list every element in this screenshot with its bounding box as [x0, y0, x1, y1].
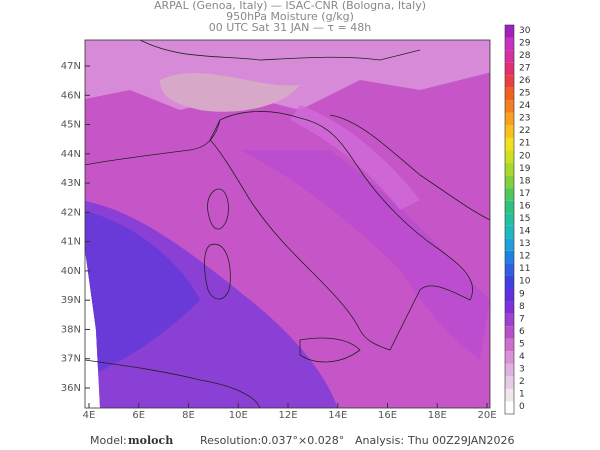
- colorbar-swatch: [505, 62, 514, 76]
- colorbar-swatch: [505, 137, 514, 151]
- lon-label: 8E: [182, 410, 195, 421]
- colorbar-label: 4: [519, 352, 525, 362]
- colorbar-label: 6: [519, 327, 525, 337]
- colorbar-swatch: [505, 238, 514, 251]
- colorbar-label: 26: [519, 76, 531, 86]
- colorbar-label: 29: [519, 38, 531, 48]
- colorbar-swatch: [505, 301, 514, 314]
- lat-label: 41N: [61, 237, 81, 248]
- footer-value: 0.037°×0.028°: [261, 434, 344, 447]
- colorbar-swatch: [505, 25, 514, 38]
- colorbar-swatch: [505, 363, 514, 377]
- colorbar-label: 1: [519, 390, 525, 400]
- lon-label: 4E: [83, 410, 96, 421]
- colorbar-frame: [504, 24, 515, 415]
- colorbar-swatch: [505, 388, 514, 402]
- colorbar-label: 25: [519, 89, 530, 99]
- lon-label: 10E: [229, 410, 248, 421]
- colorbar-label: 0: [519, 402, 525, 412]
- header-line: 00 UTC Sat 31 JAN — τ = 48h: [209, 21, 371, 34]
- header-line: 950hPa Moisture (g/kg): [226, 10, 354, 23]
- header-line: ARPAL (Genoa, Italy) — ISAC-CNR (Bologna…: [154, 0, 426, 12]
- lon-label: 16E: [378, 410, 397, 421]
- colorbar-label: 9: [519, 289, 525, 299]
- colorbar-swatch: [505, 100, 514, 113]
- colorbar-label: 21: [519, 139, 530, 149]
- footer-label: Resolution:: [200, 434, 261, 447]
- colorbar-swatch: [505, 200, 514, 214]
- colorbar-label: 13: [519, 239, 530, 249]
- lat-label: 45N: [61, 120, 81, 131]
- lat-label: 37N: [61, 354, 81, 365]
- colorbar-label: 10: [519, 277, 531, 287]
- colorbar-swatch: [505, 163, 514, 176]
- colorbar-label: 15: [519, 214, 530, 224]
- lat-label: 40N: [61, 266, 81, 277]
- colorbar-swatch: [505, 326, 514, 339]
- colorbar-label: 18: [519, 176, 531, 186]
- lon-label: 12E: [278, 410, 297, 421]
- colorbar-label: 30: [519, 26, 531, 36]
- lat-label: 47N: [61, 61, 81, 72]
- colorbar-label: 27: [519, 63, 530, 73]
- colorbar-swatch: [505, 250, 514, 264]
- colorbar-label: 2: [519, 377, 525, 387]
- colorbar-swatch: [505, 401, 514, 414]
- lat-label: 38N: [61, 324, 81, 335]
- colorbar-label: 8: [519, 302, 525, 312]
- lat-label: 44N: [61, 149, 81, 160]
- colorbar-swatch: [505, 112, 514, 126]
- colorbar-label: 14: [519, 227, 531, 237]
- lon-label: 20E: [477, 410, 496, 421]
- colorbar-swatch: [505, 175, 514, 189]
- colorbar-label: 16: [519, 201, 531, 211]
- lat-label: 43N: [61, 178, 81, 189]
- colorbar-label: 23: [519, 114, 530, 124]
- colorbar-swatch: [505, 50, 514, 63]
- footer-label: Analysis:: [355, 434, 404, 447]
- colorbar-swatch: [505, 338, 514, 352]
- colorbar-swatch: [505, 313, 514, 327]
- lon-label: 14E: [328, 410, 347, 421]
- lat-label: 42N: [61, 207, 81, 218]
- colorbar-label: 22: [519, 126, 530, 136]
- colorbar-swatch: [505, 37, 514, 51]
- colorbar-label: 7: [519, 314, 525, 324]
- colorbar-label: 24: [519, 101, 531, 111]
- colorbar-swatch: [505, 213, 514, 226]
- colorbar-label: 28: [519, 51, 531, 61]
- colorbar-label: 11: [519, 264, 530, 274]
- lon-label: 18E: [428, 410, 447, 421]
- colorbar-label: 17: [519, 189, 530, 199]
- colorbar-swatch: [505, 288, 514, 302]
- colorbar-swatch: [505, 275, 514, 289]
- lat-label: 46N: [61, 90, 81, 101]
- colorbar-label: 3: [519, 365, 525, 375]
- colorbar-swatch: [505, 225, 514, 239]
- map: [84, 39, 491, 409]
- footer-value: Thu 00Z29JAN2026: [407, 434, 515, 447]
- colorbar-swatch: [505, 150, 514, 164]
- lat-label: 36N: [61, 383, 81, 394]
- footer: Model: moloch Resolution: 0.037°×0.028° …: [90, 434, 515, 447]
- colorbar-swatch: [505, 75, 514, 88]
- colorbar-label: 20: [519, 151, 531, 161]
- colorbar-label: 12: [519, 252, 530, 262]
- colorbar-label: 5: [519, 339, 525, 349]
- footer-value: moloch: [128, 434, 173, 447]
- colorbar-label: 19: [519, 164, 531, 174]
- colorbar-swatch: [505, 87, 514, 101]
- colorbar-swatch: [505, 351, 514, 364]
- colorbar-swatch: [505, 125, 514, 138]
- lat-label: 39N: [61, 295, 81, 306]
- colorbar-swatch: [505, 263, 514, 276]
- colorbar-swatch: [505, 188, 514, 201]
- footer-label: Model:: [90, 434, 127, 447]
- lon-label: 6E: [132, 410, 145, 421]
- colorbar-swatch: [505, 376, 514, 389]
